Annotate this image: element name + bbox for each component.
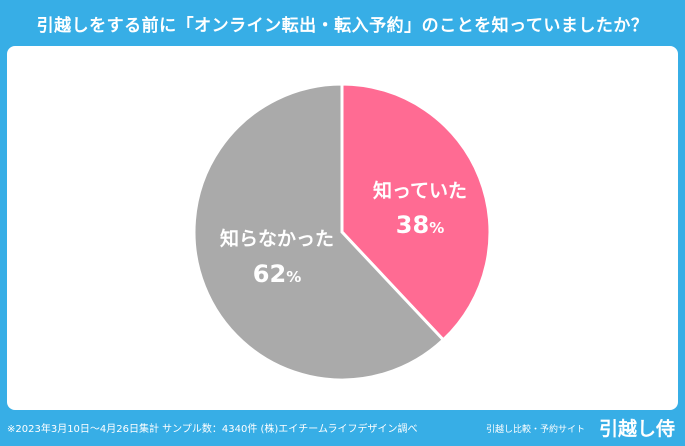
chart-title: 引越しをする前に「オンライン転出・転入予約」のことを知っていましたか？ [36, 15, 649, 36]
chart-panel: 知っていた 38% 知らなかった 62% [7, 46, 678, 410]
site-label: 引越し比較・予約サイト [485, 425, 585, 435]
pie-chart: 知っていた 38% 知らなかった 62% [192, 82, 492, 382]
slice-value: 38% [396, 211, 444, 239]
pie-slice-unknown [192, 82, 446, 382]
footer: ※2023年3月10日〜4月26日集計 サンプル数：4340件 (株)エイチーム… [0, 410, 685, 446]
survey-note: ※2023年3月10日〜4月26日集計 サンプル数：4340件 (株)エイチーム… [7, 424, 418, 435]
brand-logo: 引越し侍 [598, 418, 675, 440]
pie-slice-known [340, 82, 492, 343]
slice-label: 知っていた [373, 179, 467, 202]
slice-label: 知らなかった [220, 227, 334, 250]
slice-value: 62% [253, 260, 301, 288]
